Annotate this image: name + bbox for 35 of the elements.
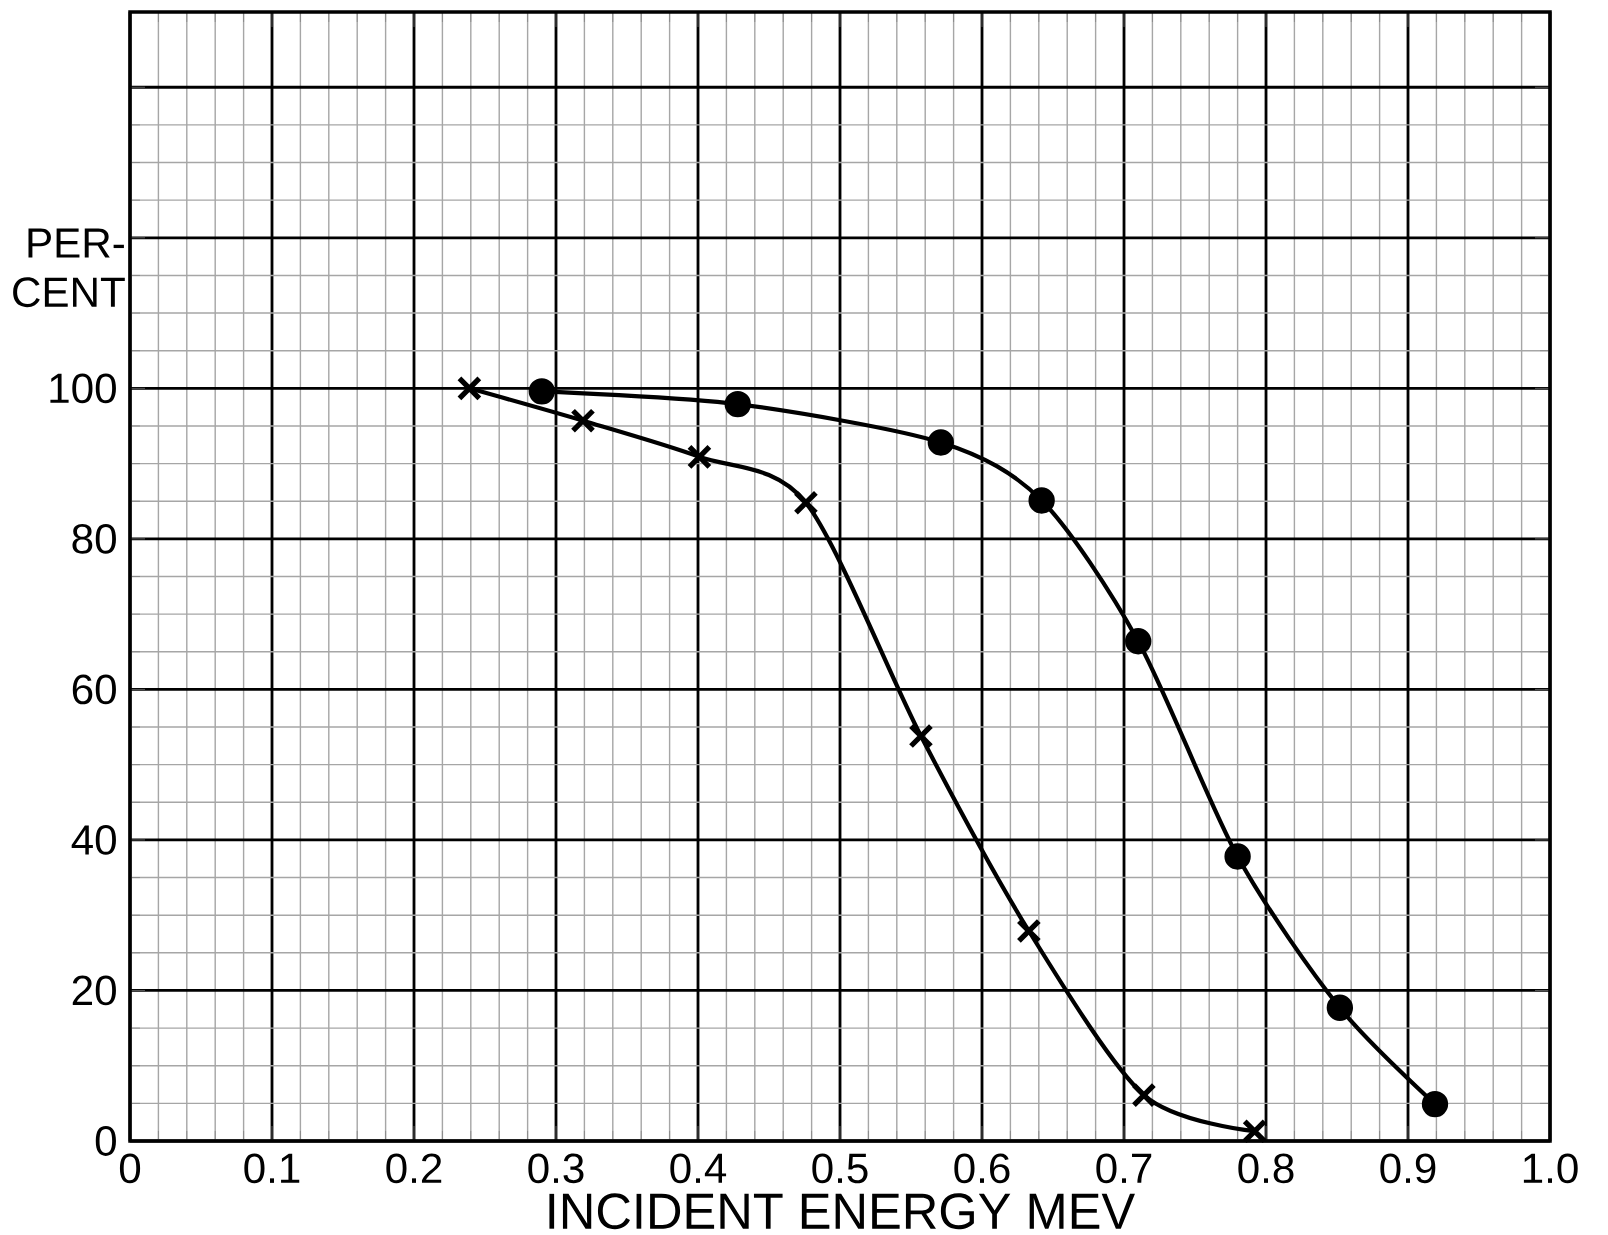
point bbox=[927, 429, 955, 456]
x-tick-label: 0.2 bbox=[386, 1153, 442, 1184]
y-tick-label: 20 bbox=[72, 975, 116, 1006]
x-tick-label: 0.3 bbox=[528, 1153, 584, 1184]
y-tick-label: 0 bbox=[95, 1126, 116, 1156]
point bbox=[908, 723, 934, 749]
point bbox=[1131, 1082, 1157, 1108]
x-tick-label: 0.6 bbox=[954, 1153, 1010, 1184]
x-tick-label: 0.8 bbox=[1238, 1153, 1294, 1184]
x-tick-label: 0 bbox=[119, 1153, 141, 1184]
point bbox=[1125, 628, 1152, 655]
y-axis-title: PER- CENT bbox=[13, 228, 125, 308]
x-axis-title: INCIDENT ENERGY MEV bbox=[549, 1193, 1135, 1230]
y-tick-label: 40 bbox=[71, 825, 116, 855]
point bbox=[1242, 1118, 1268, 1144]
point bbox=[528, 378, 555, 405]
x-tick-label: 0.9 bbox=[1380, 1153, 1436, 1184]
point bbox=[1028, 487, 1055, 514]
x-tick-label: 0.1 bbox=[244, 1153, 300, 1184]
point bbox=[793, 490, 819, 516]
x-tick-label: 0.5 bbox=[812, 1153, 868, 1184]
point bbox=[1016, 918, 1042, 944]
y-tick-label: 80 bbox=[72, 523, 116, 554]
x-tick-label: 0.4 bbox=[670, 1153, 727, 1184]
y-tick-label: 100 bbox=[50, 373, 116, 404]
point bbox=[724, 390, 751, 418]
point bbox=[686, 444, 712, 470]
x-tick-label: 1.0 bbox=[1523, 1153, 1578, 1184]
point bbox=[1326, 994, 1354, 1021]
point bbox=[1224, 843, 1251, 870]
y-tick-label: 60 bbox=[72, 674, 116, 705]
point bbox=[456, 375, 482, 401]
point bbox=[570, 408, 596, 434]
point bbox=[1421, 1090, 1449, 1118]
x-tick-label: 0.7 bbox=[1096, 1153, 1152, 1184]
